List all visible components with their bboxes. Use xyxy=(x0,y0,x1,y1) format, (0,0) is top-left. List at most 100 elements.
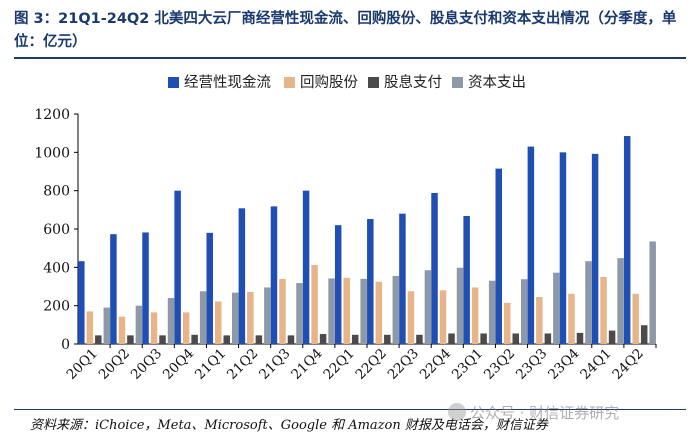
bar xyxy=(142,232,149,344)
bar xyxy=(553,272,560,344)
bar xyxy=(296,283,303,344)
bar xyxy=(463,215,470,344)
bar xyxy=(576,332,584,344)
bar xyxy=(559,152,567,344)
bar xyxy=(448,333,455,344)
bar xyxy=(174,190,181,344)
title-underline xyxy=(14,57,686,59)
bar xyxy=(471,287,479,344)
bar xyxy=(191,334,198,344)
legend-swatch xyxy=(452,77,463,88)
legend-label: 经营性现金流 xyxy=(184,74,271,91)
bar xyxy=(150,312,158,344)
y-tick-label: 200 xyxy=(43,299,70,315)
x-tick-label: 21Q1 xyxy=(192,346,229,383)
bar xyxy=(95,335,102,344)
bar xyxy=(279,278,286,344)
bar xyxy=(521,279,528,344)
bar xyxy=(568,293,575,344)
bar xyxy=(527,146,535,344)
bar xyxy=(103,307,111,344)
bar xyxy=(287,335,295,344)
bar xyxy=(504,302,511,344)
x-tick-label: 23Q3 xyxy=(513,346,550,383)
bar xyxy=(585,261,592,344)
bar xyxy=(135,305,143,344)
bar xyxy=(367,219,374,344)
bar xyxy=(536,297,543,344)
bar xyxy=(617,258,624,344)
y-tick-label: 600 xyxy=(43,222,70,238)
bar xyxy=(232,292,239,344)
x-tick-label: 24Q2 xyxy=(609,346,646,383)
bar xyxy=(86,311,94,344)
bar xyxy=(632,293,639,344)
bar xyxy=(238,208,246,344)
bar xyxy=(334,225,342,344)
bar xyxy=(78,261,85,344)
bar xyxy=(159,335,166,344)
bar xyxy=(319,334,327,344)
bar xyxy=(488,280,496,344)
bar xyxy=(255,335,263,344)
x-tick-label: 21Q4 xyxy=(288,346,325,383)
wechat-icon xyxy=(448,403,466,421)
bar xyxy=(439,290,447,344)
bar xyxy=(360,278,367,344)
x-tick-label: 22Q1 xyxy=(320,346,357,383)
bar xyxy=(328,278,335,344)
bar xyxy=(110,234,117,344)
bar xyxy=(456,267,464,344)
bar xyxy=(247,291,254,344)
bar xyxy=(182,312,190,344)
bar xyxy=(424,270,432,344)
chart-title: 图 3：21Q1-24Q2 北美四大云厂商经营性现金流、回购股份、股息支付和资本… xyxy=(14,11,677,50)
y-tick-label: 1200 xyxy=(34,107,70,123)
x-tick-label: 20Q3 xyxy=(128,346,165,383)
bar xyxy=(608,330,616,344)
bars xyxy=(78,136,656,344)
bar xyxy=(431,192,438,344)
legend: 经营性现金流 回购股份 股息支付 资本支出 xyxy=(168,74,526,91)
x-tick-label: 23Q2 xyxy=(481,346,518,383)
x-tick-label: 23Q1 xyxy=(449,346,486,383)
y-tick-label: 1000 xyxy=(34,145,70,161)
bar xyxy=(495,168,502,344)
x-tick-label: 22Q2 xyxy=(353,346,390,383)
x-tick-label: 20Q2 xyxy=(96,346,133,383)
x-tick-label: 23Q4 xyxy=(545,346,582,383)
bar xyxy=(649,241,656,344)
bar xyxy=(302,190,310,344)
legend-label: 回购股份 xyxy=(300,74,358,91)
bar xyxy=(223,335,230,344)
bar xyxy=(416,334,423,344)
x-tick-label: 22Q4 xyxy=(417,346,454,383)
bar xyxy=(512,333,519,344)
bar-chart: 经营性现金流 回购股份 股息支付 资本支出 0 200 400 600 800 1000 1200… xyxy=(34,74,657,383)
bar xyxy=(215,301,222,344)
bar xyxy=(600,276,607,344)
source-divider xyxy=(14,409,686,410)
bar xyxy=(264,287,271,344)
x-tick-label: 20Q4 xyxy=(160,346,197,383)
bar xyxy=(392,275,400,344)
x-tick-label: 21Q3 xyxy=(256,346,293,383)
bar xyxy=(480,333,487,344)
bar xyxy=(206,232,213,344)
legend-swatch xyxy=(168,77,179,88)
bar xyxy=(199,291,207,344)
bar xyxy=(167,298,175,344)
bar xyxy=(544,333,552,344)
bar xyxy=(623,136,631,344)
y-tick-label: 800 xyxy=(43,184,70,200)
y-tick-label: 0 xyxy=(61,337,70,353)
legend-label: 股息支付 xyxy=(384,74,442,91)
x-tick-label: 24Q1 xyxy=(577,346,614,383)
source-note: 资料来源：iChoice，Meta、Microsoft、Google 和 Ama… xyxy=(30,418,548,433)
bar xyxy=(343,277,350,344)
legend-label: 资本支出 xyxy=(468,74,526,91)
bar xyxy=(311,265,318,344)
bar xyxy=(640,325,648,344)
watermark: 公众号 · 财信证券研究 xyxy=(448,402,619,423)
bar xyxy=(351,334,359,344)
